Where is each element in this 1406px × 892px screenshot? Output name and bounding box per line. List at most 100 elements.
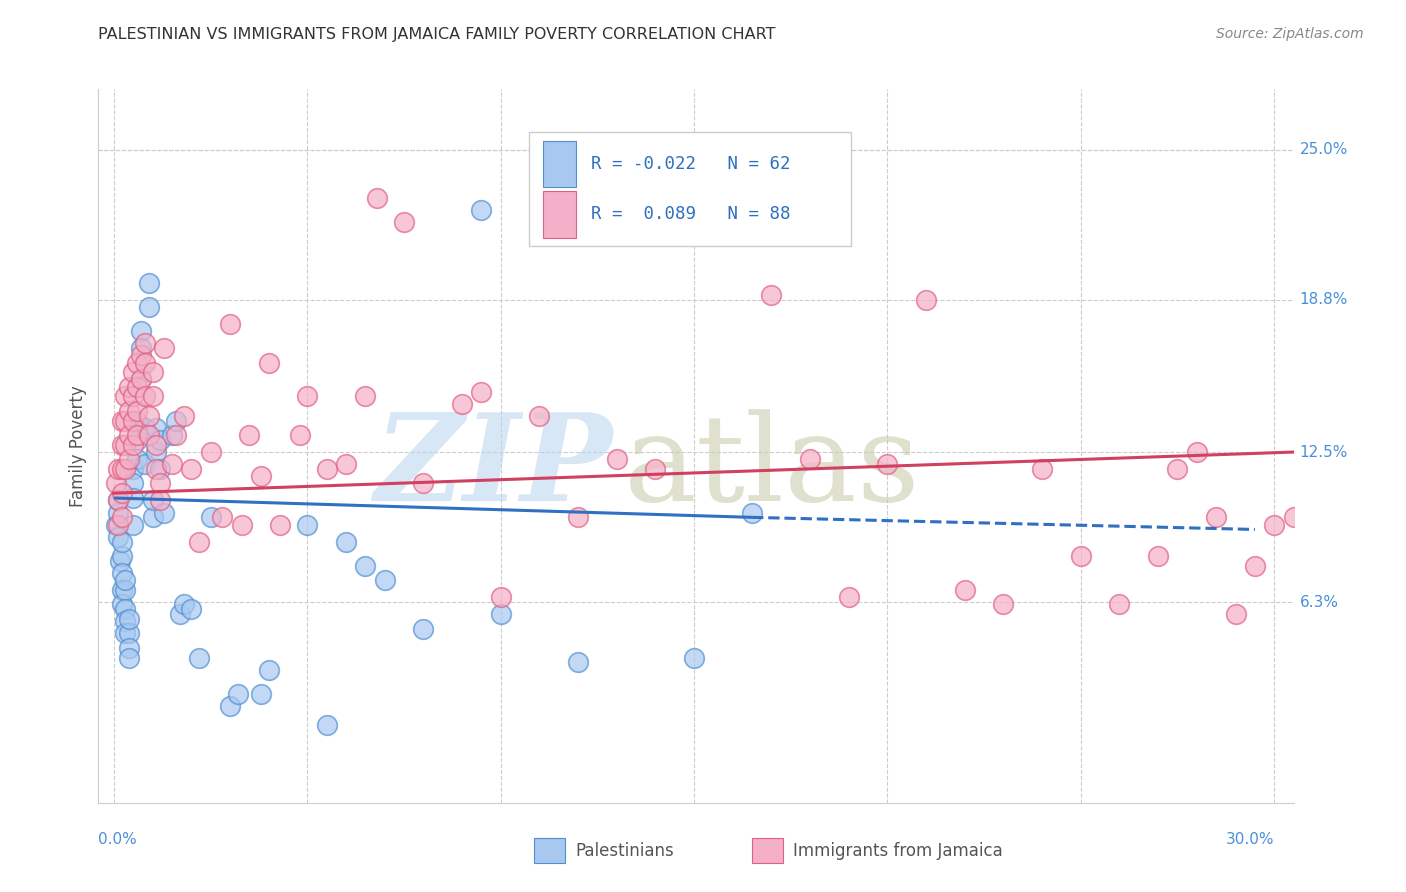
Point: [269, 517, 291, 532]
Point: [1108, 598, 1130, 612]
Point: [761, 288, 783, 302]
Point: [127, 452, 149, 467]
Point: [683, 650, 706, 665]
Point: [114, 615, 136, 629]
Point: [297, 389, 319, 403]
Point: [188, 534, 211, 549]
Point: [173, 409, 195, 423]
Point: [915, 293, 938, 307]
Point: [200, 445, 222, 459]
Point: [111, 414, 134, 428]
Point: [354, 389, 377, 403]
Point: [107, 530, 129, 544]
Point: [1070, 549, 1092, 563]
Point: [315, 718, 337, 732]
Point: [142, 493, 165, 508]
Point: [335, 534, 357, 549]
Point: [366, 191, 388, 205]
Point: [138, 409, 160, 423]
Point: [114, 414, 136, 428]
Point: [238, 428, 260, 442]
Point: [118, 404, 141, 418]
Point: [741, 506, 763, 520]
Text: 30.0%: 30.0%: [1226, 832, 1274, 847]
Point: [111, 549, 134, 563]
Point: [122, 389, 145, 403]
Point: [683, 195, 706, 210]
Text: Palestinians: Palestinians: [575, 842, 673, 860]
Point: [111, 598, 134, 612]
Point: [1282, 510, 1305, 524]
Point: [129, 341, 152, 355]
Point: [111, 438, 134, 452]
Point: [129, 348, 152, 362]
Point: [114, 438, 136, 452]
Point: [114, 602, 136, 616]
Point: [134, 421, 156, 435]
Point: [138, 276, 160, 290]
Point: [876, 457, 898, 471]
Point: [374, 574, 396, 588]
Point: [118, 612, 141, 626]
Point: [118, 626, 141, 640]
Point: [250, 687, 273, 701]
Point: [142, 389, 165, 403]
Point: [354, 558, 377, 573]
Point: [219, 317, 242, 331]
Point: [104, 476, 127, 491]
Point: [165, 428, 187, 442]
Point: [149, 433, 172, 447]
Point: [122, 414, 145, 428]
Point: [153, 506, 176, 520]
Point: [134, 457, 156, 471]
Text: 25.0%: 25.0%: [1299, 142, 1348, 157]
Point: [1225, 607, 1247, 621]
Point: [188, 650, 211, 665]
Point: [153, 341, 176, 355]
Point: [412, 476, 434, 491]
Point: [134, 336, 156, 351]
Point: [111, 534, 134, 549]
Point: [226, 687, 249, 701]
Point: [1031, 462, 1053, 476]
Text: 6.3%: 6.3%: [1299, 595, 1339, 609]
Point: [470, 384, 492, 399]
Point: [219, 699, 242, 714]
Text: R =  0.089   N = 88: R = 0.089 N = 88: [591, 205, 790, 223]
Point: [1147, 549, 1170, 563]
Point: [129, 372, 152, 386]
Point: [1205, 510, 1227, 524]
Point: [1166, 462, 1188, 476]
Point: [250, 469, 273, 483]
Bar: [543, 141, 576, 187]
Point: [297, 517, 319, 532]
Point: [451, 397, 474, 411]
Point: [567, 510, 589, 524]
Point: [567, 656, 589, 670]
Point: [107, 493, 129, 508]
Point: [412, 622, 434, 636]
Point: [142, 510, 165, 524]
Point: [129, 324, 152, 338]
Point: [721, 227, 744, 242]
Point: [107, 517, 129, 532]
Point: [134, 389, 156, 403]
Point: [127, 404, 149, 418]
Point: [993, 598, 1015, 612]
Point: [127, 428, 149, 442]
Bar: [543, 191, 576, 237]
Point: [169, 607, 191, 621]
Point: [180, 462, 202, 476]
Text: ZIP: ZIP: [374, 409, 612, 526]
Point: [122, 476, 145, 491]
Point: [288, 428, 311, 442]
Point: [606, 452, 628, 467]
Point: [335, 457, 357, 471]
Point: [257, 355, 280, 369]
Point: [145, 445, 167, 459]
Point: [1243, 558, 1265, 573]
Point: [211, 510, 233, 524]
Point: [134, 355, 156, 369]
Point: [470, 203, 492, 218]
Point: [111, 462, 134, 476]
